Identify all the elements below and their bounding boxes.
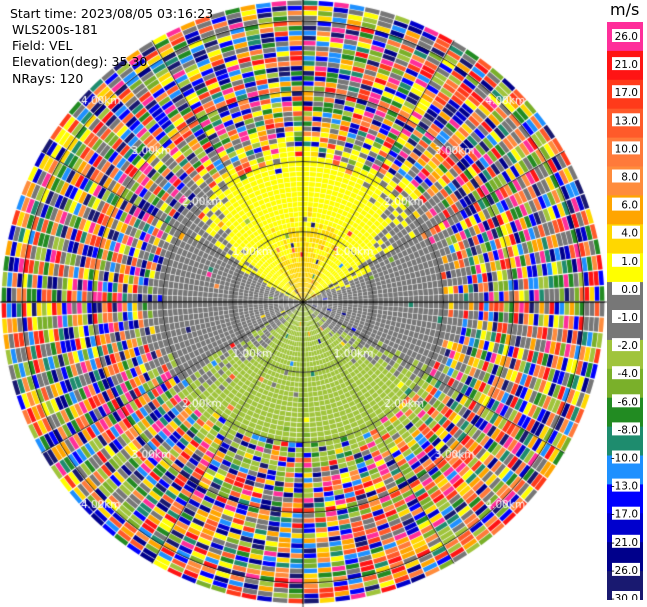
colorbar-tick-label: 6.0 [621, 200, 638, 212]
colorbar-tick-label: -2.0 [618, 340, 639, 352]
colorbar-tick-bg [612, 29, 640, 42]
colorbar-tick-bg [612, 450, 640, 464]
colorbar-tick-label: -6.0 [618, 396, 639, 408]
colorbar-tick-label: -8.0 [618, 424, 639, 436]
colorbar-tick-label: 1.0 [621, 256, 638, 268]
start-time-label: Start time: 2023/08/05 03:16:23 [10, 6, 214, 21]
field-label: Field: VEL [12, 38, 73, 53]
colorbar-tick-label: -30.0 [611, 593, 638, 600]
colorbar-tick-bg [612, 506, 640, 520]
colorbar-tick-label: 10.0 [615, 143, 638, 155]
colorbar-tick-bg [612, 562, 640, 576]
colorbar-tick-bg [612, 310, 640, 323]
colorbar-tick-bg [612, 253, 640, 267]
colorbar-tick-label: 13.0 [615, 115, 638, 127]
colorbar-tick-label: 8.0 [621, 172, 638, 184]
instrument-label: WLS200s-181 [12, 22, 98, 37]
colorbar-tick-label: 21.0 [615, 59, 638, 71]
colorbar-tick-label: -21.0 [611, 537, 638, 549]
colorbar-tick-label: -17.0 [611, 509, 638, 521]
colorbar-tick-label: -10.0 [611, 453, 638, 465]
colorbar-tick-label: -1.0 [618, 312, 639, 324]
colorbar-tick-bg [612, 197, 640, 211]
colorbar-tick-label: -26.0 [611, 565, 638, 577]
colorbar-tick-bg [612, 169, 640, 183]
colorbar-tick-bg [612, 394, 640, 408]
colorbar-tick-bg [612, 281, 640, 295]
colorbar-tick-bg [612, 141, 640, 155]
colorbar-tick-bg [612, 478, 640, 492]
colorbar-tick-label: -4.0 [618, 368, 639, 380]
colorbar-tick-bg [612, 366, 640, 380]
colorbar-tick-bg [612, 422, 640, 436]
colorbar-tick-bg [612, 225, 640, 239]
elevation-label: Elevation(deg): 35.30 [12, 54, 148, 69]
colorbar-tick-bg [612, 534, 640, 548]
colorbar-tick-bg [612, 338, 640, 352]
colorbar-tick-label: 17.0 [615, 87, 638, 99]
colorbar-tick-bg [612, 57, 640, 71]
colorbar-tick-label: 4.0 [621, 228, 638, 240]
colorbar-tick-label: 26.0 [615, 31, 638, 43]
nrays-label: NRays: 120 [12, 71, 84, 86]
colorbar-tick-label: -13.0 [611, 481, 638, 493]
colorbar-unit: m/s [610, 0, 640, 19]
colorbar-tick-bg [612, 85, 640, 99]
colorbar-tick-bg [612, 113, 640, 127]
colorbar: 26.0 21.0 17.0 13.0 10.0 8.0 6.0 4.0 1.0 0.0 -1.0 -… [607, 22, 647, 605]
colorbar-tick-label: 0.0 [621, 284, 638, 296]
